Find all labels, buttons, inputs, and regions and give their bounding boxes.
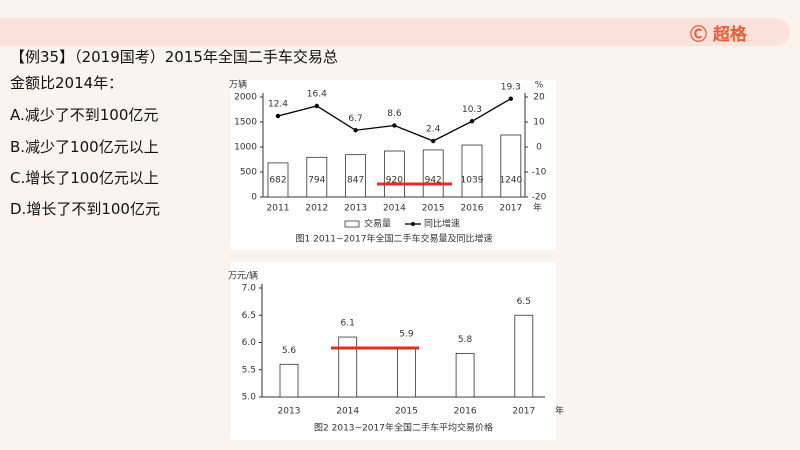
x-tick-label: 2014: [336, 407, 359, 417]
marker: [508, 96, 513, 101]
y-tick-label: 5.0: [242, 393, 257, 403]
x-tick-label: 2013: [344, 204, 367, 214]
logo: Ⓒ 超格: [690, 25, 747, 45]
caption: 图1 2011~2017年全国二手车交易量及同比增速: [296, 233, 493, 245]
x-tick-label: 2017: [512, 407, 535, 417]
y-axis-label: 万辆: [229, 79, 247, 91]
option[interactable]: C.增长了100亿元以上: [10, 169, 159, 187]
data-label: 8.6: [387, 109, 402, 119]
x-axis-label: 年: [555, 405, 564, 417]
bar: [306, 156, 328, 198]
x-tick-label: 2017: [499, 204, 522, 214]
x-tick-label: 2016: [454, 407, 477, 417]
y-tick-label: 0: [251, 193, 257, 203]
data-label: 920: [386, 176, 403, 186]
bar: [500, 134, 522, 198]
bar: [338, 336, 358, 398]
data-label: 1240: [499, 176, 522, 186]
y2-tick-label: 20: [533, 93, 545, 103]
bar: [267, 162, 289, 198]
option[interactable]: A.减少了不到100亿元: [10, 106, 159, 124]
bar: [461, 144, 483, 198]
legend-label: 同比增速: [424, 218, 460, 230]
data-label: 5.8: [458, 335, 473, 345]
y2-tick-label: -20: [532, 193, 547, 203]
stem: 【例35】（2019国考）2015年全国二手车交易总: [10, 48, 338, 66]
banner: [0, 18, 790, 46]
y2-tick-label: -10: [532, 168, 547, 178]
data-label: 10.3: [462, 105, 482, 115]
legend-label: 交易量: [364, 218, 391, 230]
stem: 金额比2014年：: [10, 74, 124, 92]
y2-tick-label: 10: [533, 118, 545, 128]
y-tick-label: 2000: [234, 93, 257, 103]
y-tick-label: 7.0: [242, 284, 257, 294]
data-label: 942: [425, 176, 442, 186]
y2-tick-label: 0: [536, 143, 542, 153]
data-label: 19.3: [501, 82, 521, 92]
x-tick-label: 2014: [383, 204, 406, 214]
option[interactable]: B.减少了100亿元以上: [10, 138, 159, 156]
x-tick-label: 2012: [305, 204, 328, 214]
data-label: 12.4: [268, 100, 288, 110]
y2-axis-label: %: [535, 81, 544, 91]
data-label: 682: [269, 176, 286, 186]
data-label: 6.7: [348, 114, 362, 124]
y-tick-label: 6.5: [242, 311, 256, 321]
y-tick-label: 5.5: [242, 365, 256, 375]
bar: [455, 352, 475, 398]
y-tick-label: 1500: [234, 118, 257, 128]
y-tick-label: 1000: [234, 143, 257, 153]
logo-text: 超格: [712, 25, 747, 45]
data-label: 5.6: [282, 346, 297, 356]
data-label: 1039: [461, 176, 484, 186]
marker: [431, 138, 436, 144]
y-tick-label: 500: [240, 168, 257, 178]
bar: [422, 149, 444, 198]
bar: [514, 314, 534, 398]
bar: [279, 363, 299, 398]
marker: [275, 113, 281, 119]
x-tick-label: 2011: [267, 204, 290, 214]
y-tick-label: 6.0: [242, 338, 257, 348]
marker: [314, 103, 319, 109]
data-label: 847: [347, 176, 364, 186]
data-label: 5.9: [399, 329, 414, 339]
data-label: 6.5: [517, 297, 531, 307]
bar: [396, 347, 416, 398]
data-label: 794: [308, 176, 325, 186]
caption: 图2 2013~2017年全国二手车平均交易价格: [314, 422, 493, 434]
legend-swatch: [344, 220, 360, 228]
legend-marker: [411, 222, 415, 226]
chart-panel: [230, 262, 556, 440]
x-axis-label: 年: [533, 202, 542, 214]
bar: [345, 154, 367, 198]
y-axis-label: 万元/辆: [228, 270, 258, 282]
marker: [469, 119, 475, 124]
x-tick-label: 2015: [395, 407, 418, 417]
data-label: 16.4: [307, 90, 327, 100]
marker: [353, 128, 358, 133]
x-tick-label: 2016: [461, 204, 484, 214]
marker: [392, 123, 397, 128]
x-tick-label: 2013: [278, 407, 301, 417]
data-label: 6.1: [341, 319, 355, 329]
option[interactable]: D.增长了不到100亿元: [10, 200, 160, 218]
x-tick-label: 2015: [422, 204, 445, 214]
data-label: 2.4: [426, 125, 441, 135]
bar: [383, 150, 405, 198]
